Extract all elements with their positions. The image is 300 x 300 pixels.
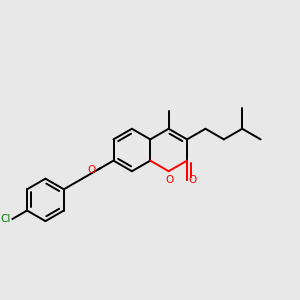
Text: O: O [189,175,197,185]
Text: O: O [165,176,174,185]
Text: Cl: Cl [1,214,11,224]
Text: O: O [87,165,95,175]
